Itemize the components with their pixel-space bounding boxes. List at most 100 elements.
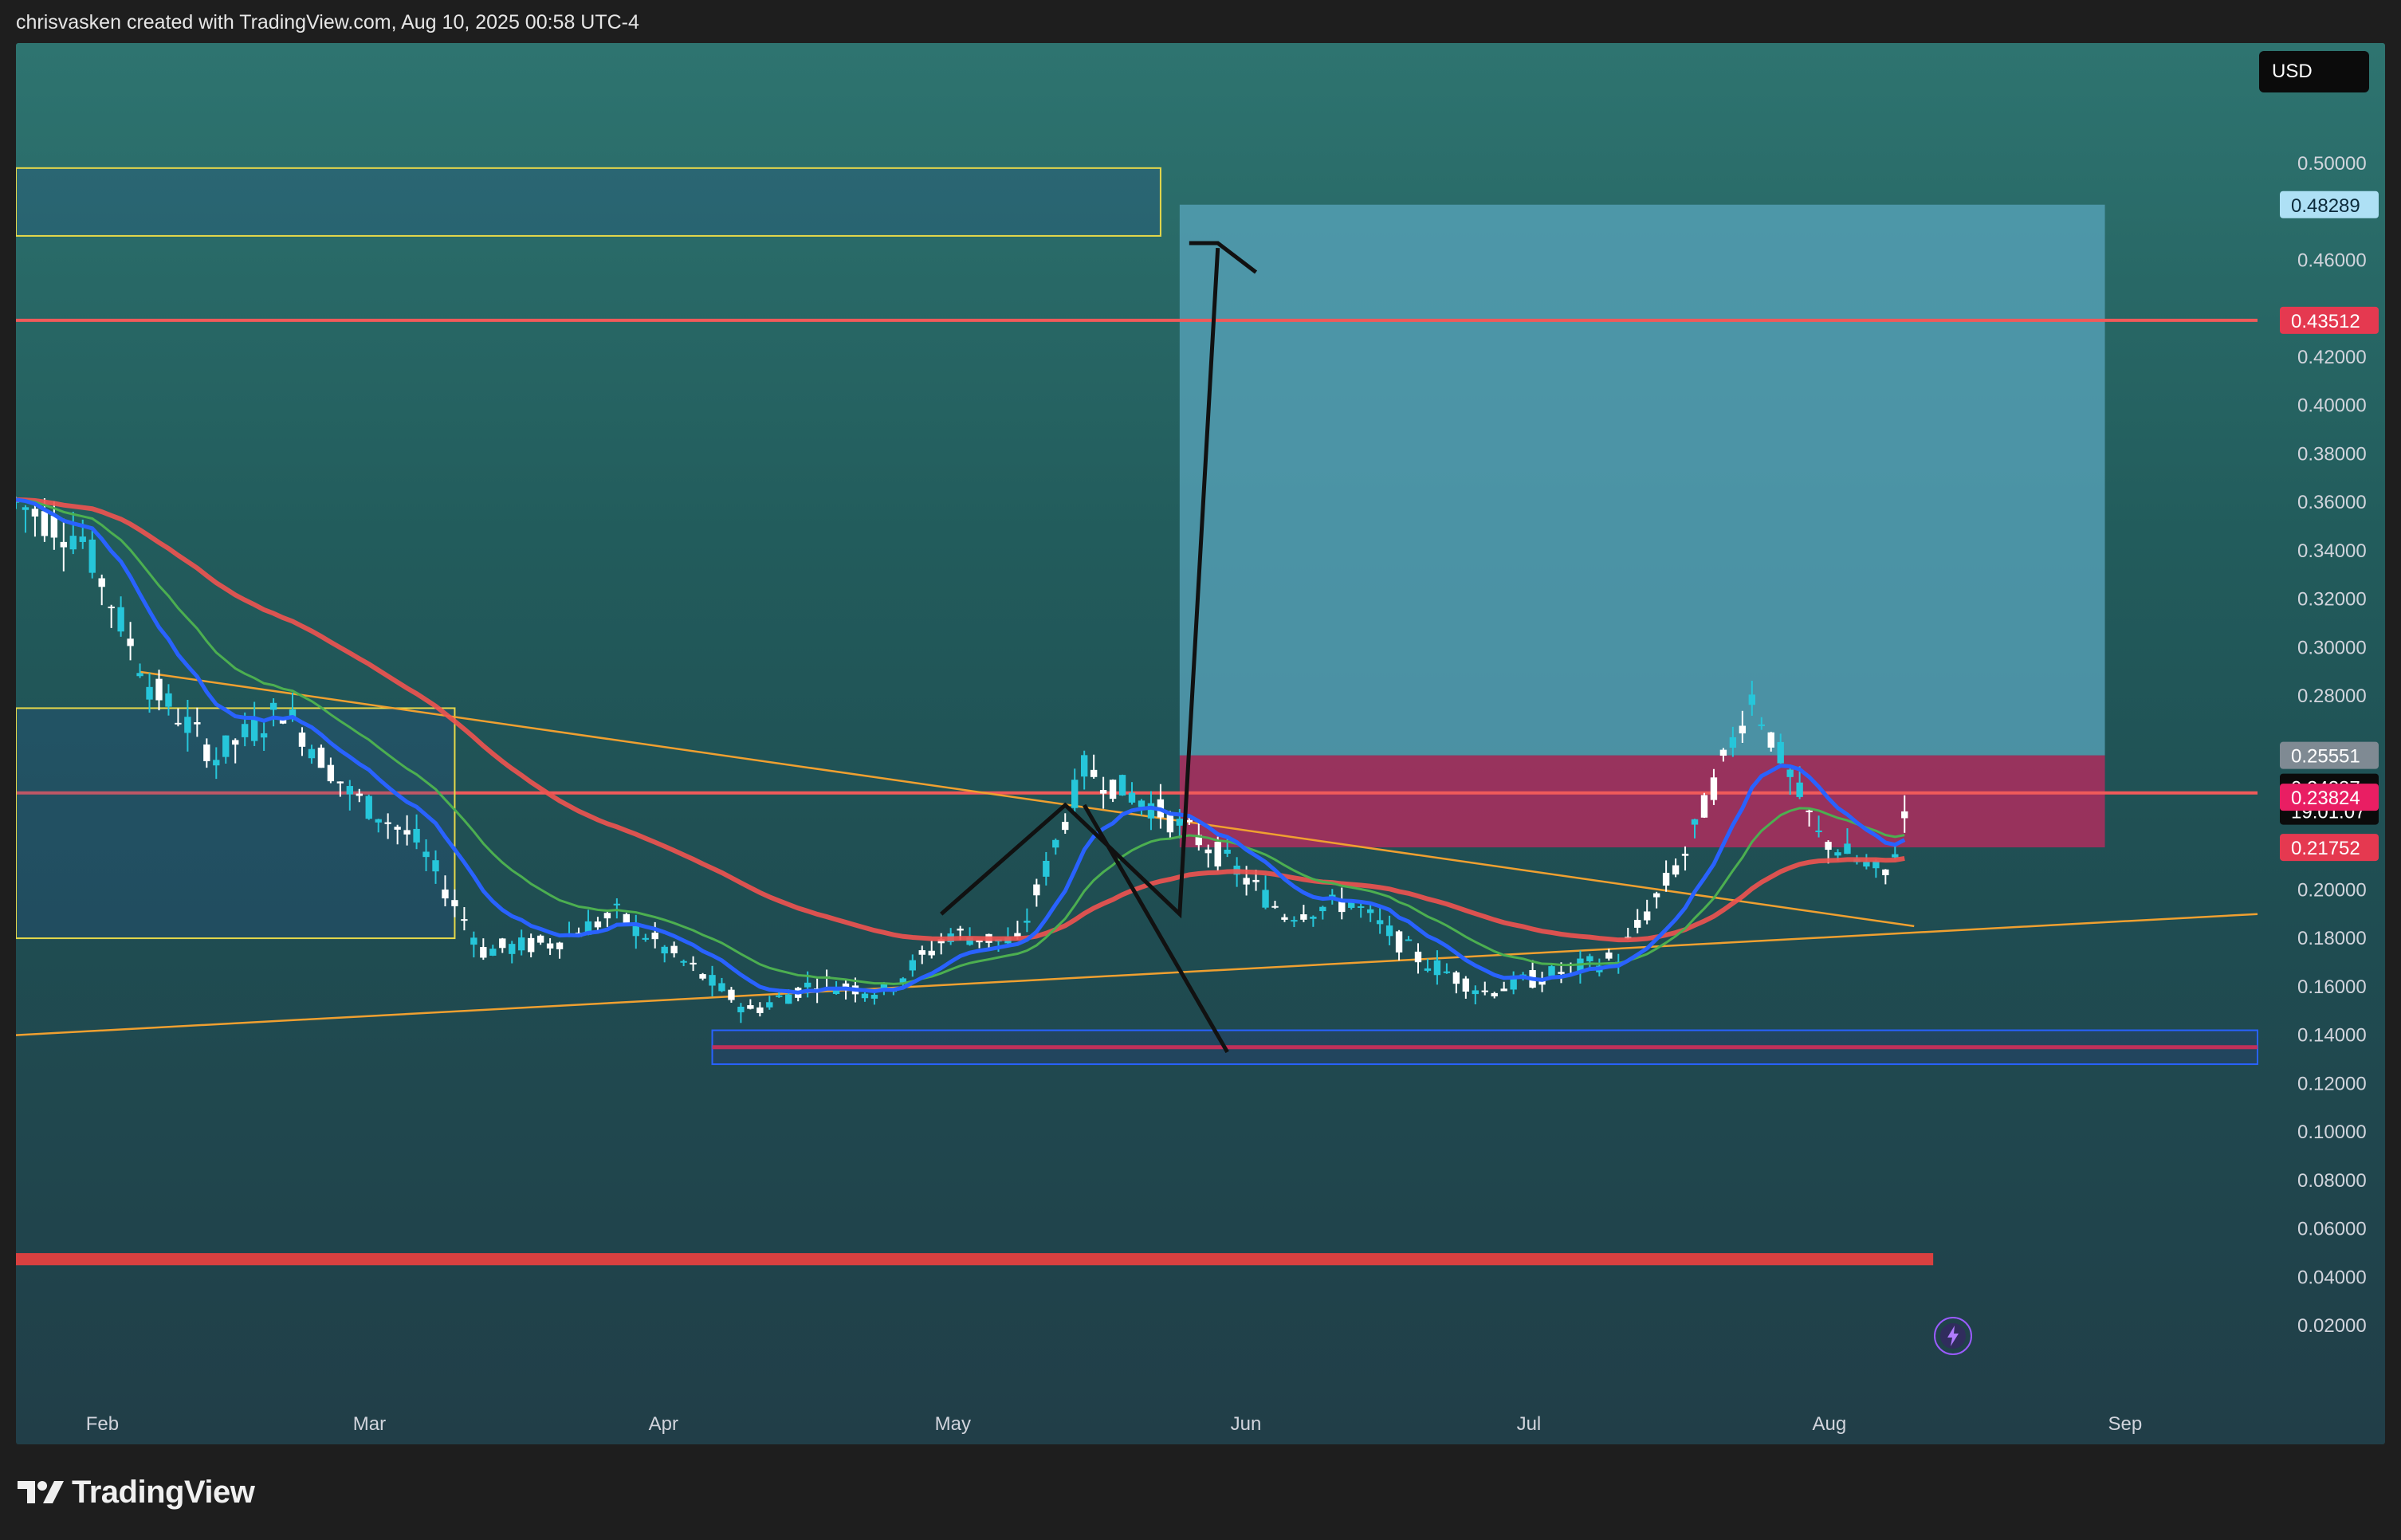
candle-body[interactable] [1882,869,1889,875]
candle-body[interactable] [1376,920,1384,925]
candle-body[interactable] [1844,843,1851,854]
candle-body[interactable] [1491,992,1498,996]
candle-body[interactable] [1338,900,1346,913]
candle-body[interactable] [1358,906,1365,908]
candle-body[interactable] [375,819,382,823]
candle-body[interactable] [861,993,869,999]
candle-body[interactable] [1300,914,1307,920]
candle-body[interactable] [1176,819,1184,826]
candle-body[interactable] [442,889,449,899]
candle-body[interactable] [718,983,725,992]
candle-body[interactable] [250,719,258,741]
candle-body[interactable] [1080,755,1088,777]
arrow-path-up[interactable] [940,247,1220,919]
long-position-stop-zone[interactable] [1179,755,2105,848]
candle-body[interactable] [1452,972,1460,984]
candle-body[interactable] [232,740,239,745]
candle-body[interactable] [203,744,210,761]
candle-body[interactable] [31,509,39,517]
candle-body[interactable] [194,722,201,725]
candle-body[interactable] [1729,737,1737,748]
candle-body[interactable] [1271,906,1279,908]
candle-body[interactable] [327,764,335,782]
candle-body[interactable] [1700,795,1708,818]
candle-body[interactable] [556,942,564,949]
candle-body[interactable] [1834,852,1841,856]
candle-body[interactable] [22,507,29,510]
candle-body[interactable] [747,1005,754,1009]
candle-body[interactable] [785,994,792,1004]
candle-body[interactable] [1424,968,1432,971]
candle-body[interactable] [1472,990,1479,995]
candle-body[interactable] [909,960,916,971]
candle-body[interactable] [1185,819,1193,823]
candle-body[interactable] [957,929,964,931]
candle-body[interactable] [1099,790,1107,794]
candle-body[interactable] [117,607,124,632]
candle-body[interactable] [1147,803,1155,819]
arrow-path-down[interactable] [1083,803,1229,1054]
candle-body[interactable] [1815,830,1822,832]
horizontal-band[interactable] [16,1253,1934,1266]
candle-body[interactable] [432,860,439,872]
candle-body[interactable] [451,900,458,906]
candle-body[interactable] [1443,971,1451,973]
candle-body[interactable] [98,578,105,587]
candle-body[interactable] [1806,810,1813,812]
candle-body[interactable] [1014,933,1021,937]
candle-body[interactable] [79,536,86,542]
candle-body[interactable] [1166,813,1174,833]
candle-body[interactable] [403,830,411,835]
candle-body[interactable] [1758,724,1765,726]
candle-body[interactable] [1605,953,1613,959]
candle-body[interactable] [1243,878,1250,885]
candle-body[interactable] [804,982,811,988]
candle-body[interactable] [41,511,49,536]
candle-body[interactable] [527,937,535,953]
candle-body[interactable] [690,962,697,964]
candle-body[interactable] [1892,854,1899,858]
candle-body[interactable] [1719,749,1727,756]
candle-body[interactable] [966,937,973,945]
candle-body[interactable] [536,935,544,943]
candle-body[interactable] [1558,972,1565,974]
candle-body[interactable] [1024,921,1031,923]
candle-body[interactable] [1672,865,1680,875]
candle-body[interactable] [279,719,287,724]
candle-body[interactable] [1310,917,1317,919]
candle-body[interactable] [1643,911,1651,921]
candle-body[interactable] [136,673,143,677]
candle-body[interactable] [1462,978,1470,992]
candle-body[interactable] [699,974,706,979]
candle-body[interactable] [470,937,477,945]
candle-body[interactable] [1348,902,1355,908]
candle-body[interactable] [623,913,631,923]
long-position-target-zone[interactable] [1179,204,2105,756]
candle-body[interactable] [165,693,172,707]
candle-body[interactable] [1052,839,1059,848]
candle-body[interactable] [1863,862,1870,867]
candle-body[interactable] [480,947,487,958]
candle-body[interactable] [60,541,68,548]
candle-body[interactable] [1033,884,1040,896]
candle-body[interactable] [1214,842,1221,867]
candle-body[interactable] [1262,890,1269,908]
candle-body[interactable] [737,1006,745,1012]
candle-body[interactable] [1224,850,1231,854]
candle-body[interactable] [213,760,220,766]
candle-body[interactable] [1901,811,1908,819]
candle-body[interactable] [1586,956,1593,961]
candle-body[interactable] [766,1002,773,1008]
candle-body[interactable] [1748,694,1755,705]
candle-body[interactable] [308,748,316,759]
candle-body[interactable] [1825,842,1832,851]
candle-body[interactable] [260,733,268,738]
candle-body[interactable] [317,747,325,768]
candle-body[interactable] [175,722,182,725]
candle-body[interactable] [1252,879,1259,882]
candle-body[interactable] [1281,917,1288,920]
candle-body[interactable] [365,796,372,819]
candle-body[interactable] [661,946,668,954]
candle-body[interactable] [632,922,639,937]
candle-body[interactable] [50,516,58,538]
